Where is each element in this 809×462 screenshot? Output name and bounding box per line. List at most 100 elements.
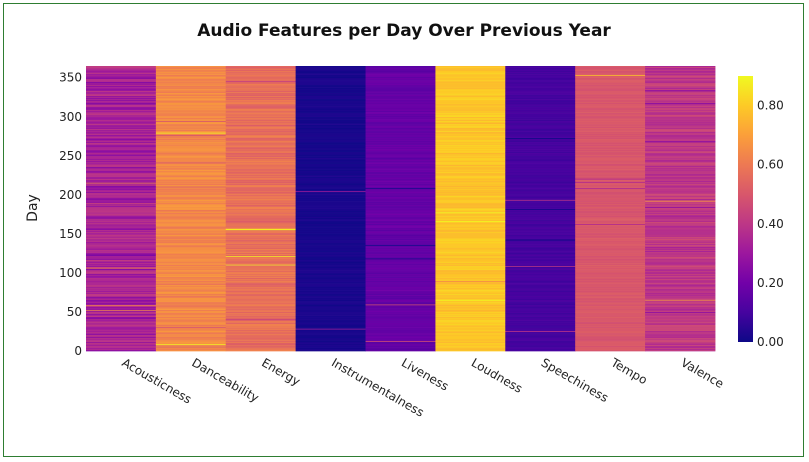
heatmap-cell xyxy=(575,269,646,271)
heatmap-cell xyxy=(86,138,157,140)
heatmap-cell xyxy=(225,313,297,315)
heatmap-cell xyxy=(435,120,506,122)
heatmap-cell xyxy=(435,123,506,125)
heatmap-cell xyxy=(225,148,297,150)
heatmap-cell xyxy=(86,329,157,332)
heatmap-cell xyxy=(365,336,436,339)
heatmap-cell xyxy=(435,187,506,189)
heatmap-cell xyxy=(435,301,506,303)
heatmap-cell xyxy=(225,315,297,317)
heatmap-cell xyxy=(295,240,366,243)
heatmap-cell xyxy=(86,119,157,122)
heatmap-cell xyxy=(575,240,646,242)
heatmap-cell xyxy=(505,125,576,127)
heatmap-cell xyxy=(86,183,157,186)
heatmap-cell xyxy=(86,147,157,149)
heatmap-cell xyxy=(505,321,576,323)
heatmap-cell xyxy=(505,132,576,134)
heatmap-cell xyxy=(225,258,297,260)
heatmap-cell xyxy=(365,291,436,293)
heatmap-cell xyxy=(505,336,576,338)
heatmap-cell xyxy=(155,288,227,290)
heatmap-cell xyxy=(225,315,297,317)
heatmap-cell xyxy=(225,250,297,252)
heatmap-cell xyxy=(645,77,716,79)
heatmap-cell xyxy=(295,207,366,209)
heatmap-cell xyxy=(575,325,646,327)
heatmap-cell xyxy=(295,311,366,313)
heatmap-cell xyxy=(155,346,227,348)
heatmap-cell xyxy=(295,344,366,346)
heatmap-cell xyxy=(225,303,297,305)
heatmap-cell xyxy=(365,304,436,306)
heatmap-cell xyxy=(155,95,227,97)
heatmap-cell xyxy=(435,258,506,260)
heatmap-cell xyxy=(155,125,227,127)
heatmap-cell xyxy=(225,130,297,132)
heatmap-cell xyxy=(86,118,157,120)
heatmap-cell xyxy=(295,302,366,304)
heatmap-cell xyxy=(155,338,227,340)
heatmap-cell xyxy=(435,281,506,283)
heatmap-cell xyxy=(155,169,227,171)
heatmap-cell xyxy=(86,218,157,220)
heatmap-cell xyxy=(155,274,227,276)
heatmap-cell xyxy=(575,115,646,118)
heatmap-cell xyxy=(155,251,227,253)
heatmap-cell xyxy=(505,201,576,203)
heatmap-cell xyxy=(645,311,716,314)
heatmap-cell xyxy=(645,183,716,185)
heatmap-cell xyxy=(645,188,716,190)
heatmap-cell xyxy=(575,282,646,284)
heatmap-cell xyxy=(645,137,716,139)
heatmap-cell xyxy=(295,232,366,234)
heatmap-cell xyxy=(645,176,716,179)
heatmap-cell xyxy=(435,243,506,245)
heatmap-cell xyxy=(365,170,436,172)
heatmap-cell xyxy=(295,215,366,218)
heatmap-cell xyxy=(435,336,506,338)
heatmap-cell xyxy=(295,347,366,350)
heatmap-cell xyxy=(505,137,576,139)
heatmap-cell xyxy=(86,290,157,293)
heatmap-cell xyxy=(505,192,576,194)
heatmap-cell xyxy=(295,275,366,277)
heatmap-cell xyxy=(86,258,157,260)
heatmap-cell xyxy=(225,97,297,99)
heatmap-cell xyxy=(645,320,716,322)
heatmap-cell xyxy=(365,289,436,291)
heatmap-cell xyxy=(155,80,227,82)
x-tick-label: Acousticness xyxy=(119,355,193,406)
heatmap-cell xyxy=(155,337,227,339)
heatmap-cell xyxy=(575,329,646,332)
heatmap-cell xyxy=(505,116,576,118)
heatmap-cell xyxy=(155,104,227,106)
heatmap-cell xyxy=(365,236,436,238)
heatmap-cell xyxy=(575,102,646,104)
heatmap-cell xyxy=(365,129,436,131)
heatmap-cell xyxy=(295,69,366,72)
heatmap-cell xyxy=(505,208,576,210)
chart-title: Audio Features per Day Over Previous Yea… xyxy=(197,21,611,41)
heatmap-cell xyxy=(365,216,436,218)
heatmap-cell xyxy=(365,115,436,118)
heatmap-cell xyxy=(225,339,297,341)
heatmap-cell xyxy=(295,258,366,260)
heatmap-cell xyxy=(295,294,366,296)
heatmap-cell xyxy=(575,201,646,203)
heatmap-cell xyxy=(435,162,506,164)
heatmap-cell xyxy=(575,330,646,332)
heatmap-cell xyxy=(505,307,576,309)
heatmap-cell xyxy=(155,261,227,263)
heatmap-cell xyxy=(365,174,436,176)
heatmap-cell xyxy=(645,235,716,237)
heatmap-cell xyxy=(645,270,716,272)
heatmap-cell xyxy=(435,226,506,228)
heatmap-cell xyxy=(505,105,576,107)
y-axis-label: Day xyxy=(25,194,41,222)
heatmap-cell xyxy=(645,90,716,93)
heatmap-cell xyxy=(86,183,157,185)
heatmap-cell xyxy=(365,196,436,198)
heatmap-cell xyxy=(435,267,506,269)
heatmap-cell xyxy=(225,154,297,156)
